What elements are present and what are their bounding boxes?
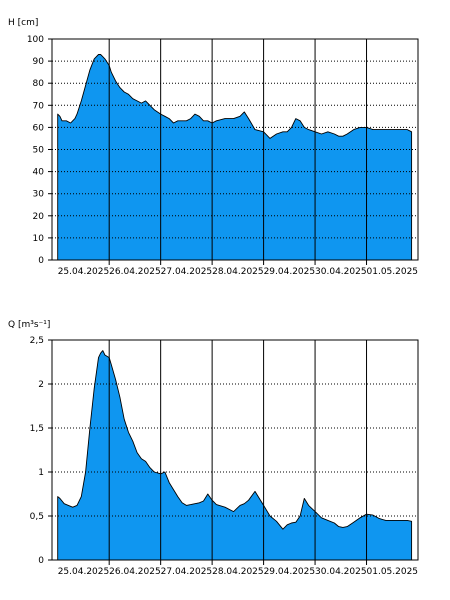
y-tick-label: 0,5 [30, 512, 44, 522]
x-tick-label: 27.04.2025 [161, 567, 213, 577]
plot-frame [51, 38, 419, 261]
y-tick-label: 10 [33, 234, 45, 244]
y-axis-label: Q [m³s⁻¹] [8, 320, 50, 330]
y-tick-label: 40 [33, 168, 45, 178]
y-tick-label: 70 [33, 101, 45, 111]
area-series-1 [57, 350, 413, 561]
chart-1: H [cm] 0 10 20 30 40 50 60 70 80 90 100 25.04.2025 26… [8, 18, 419, 277]
y-tick-label: 1 [38, 468, 44, 478]
y-tick-label: 20 [33, 212, 45, 222]
x-tick-label: 26.04.2025 [109, 267, 161, 277]
x-tick-label: 25.04.2025 [58, 267, 110, 277]
y-tick-label: 60 [33, 123, 45, 133]
x-tick-label: 25.04.2025 [58, 567, 110, 577]
y-tick-label: 100 [27, 35, 44, 45]
x-tick-label: 26.04.2025 [109, 567, 161, 577]
x-tick-label: 01.05.2025 [367, 267, 419, 277]
plot-frame [51, 339, 419, 561]
y-tick-label: 30 [33, 190, 45, 200]
x-tick-label: 30.04.2025 [315, 267, 367, 277]
x-tick-label: 28.04.2025 [212, 267, 264, 277]
y-tick-label: 2 [38, 380, 44, 390]
y-tick-label: 90 [33, 57, 45, 67]
y-tick-label: 0 [38, 256, 44, 266]
y-tick-label: 1,5 [30, 424, 44, 434]
area-series-1 [57, 54, 413, 261]
x-tick-label: 01.05.2025 [367, 567, 419, 577]
y-tick-label: 80 [33, 79, 45, 89]
y-tick-label: 0 [38, 556, 44, 566]
y-tick-label: 2,5 [30, 336, 44, 346]
x-tick-label: 30.04.2025 [315, 567, 367, 577]
x-tick-label: 29.04.2025 [264, 267, 316, 277]
y-axis-label: H [cm] [8, 18, 38, 28]
y-tick-label: 50 [33, 146, 45, 156]
x-tick-label: 29.04.2025 [264, 567, 316, 577]
chart-2: Q [m³s⁻¹] 0 0,5 1 1,5 2 2,5 25.04.2025 26.04.202… [8, 320, 419, 577]
x-tick-label: 28.04.2025 [212, 567, 264, 577]
x-tick-label: 27.04.2025 [161, 267, 213, 277]
